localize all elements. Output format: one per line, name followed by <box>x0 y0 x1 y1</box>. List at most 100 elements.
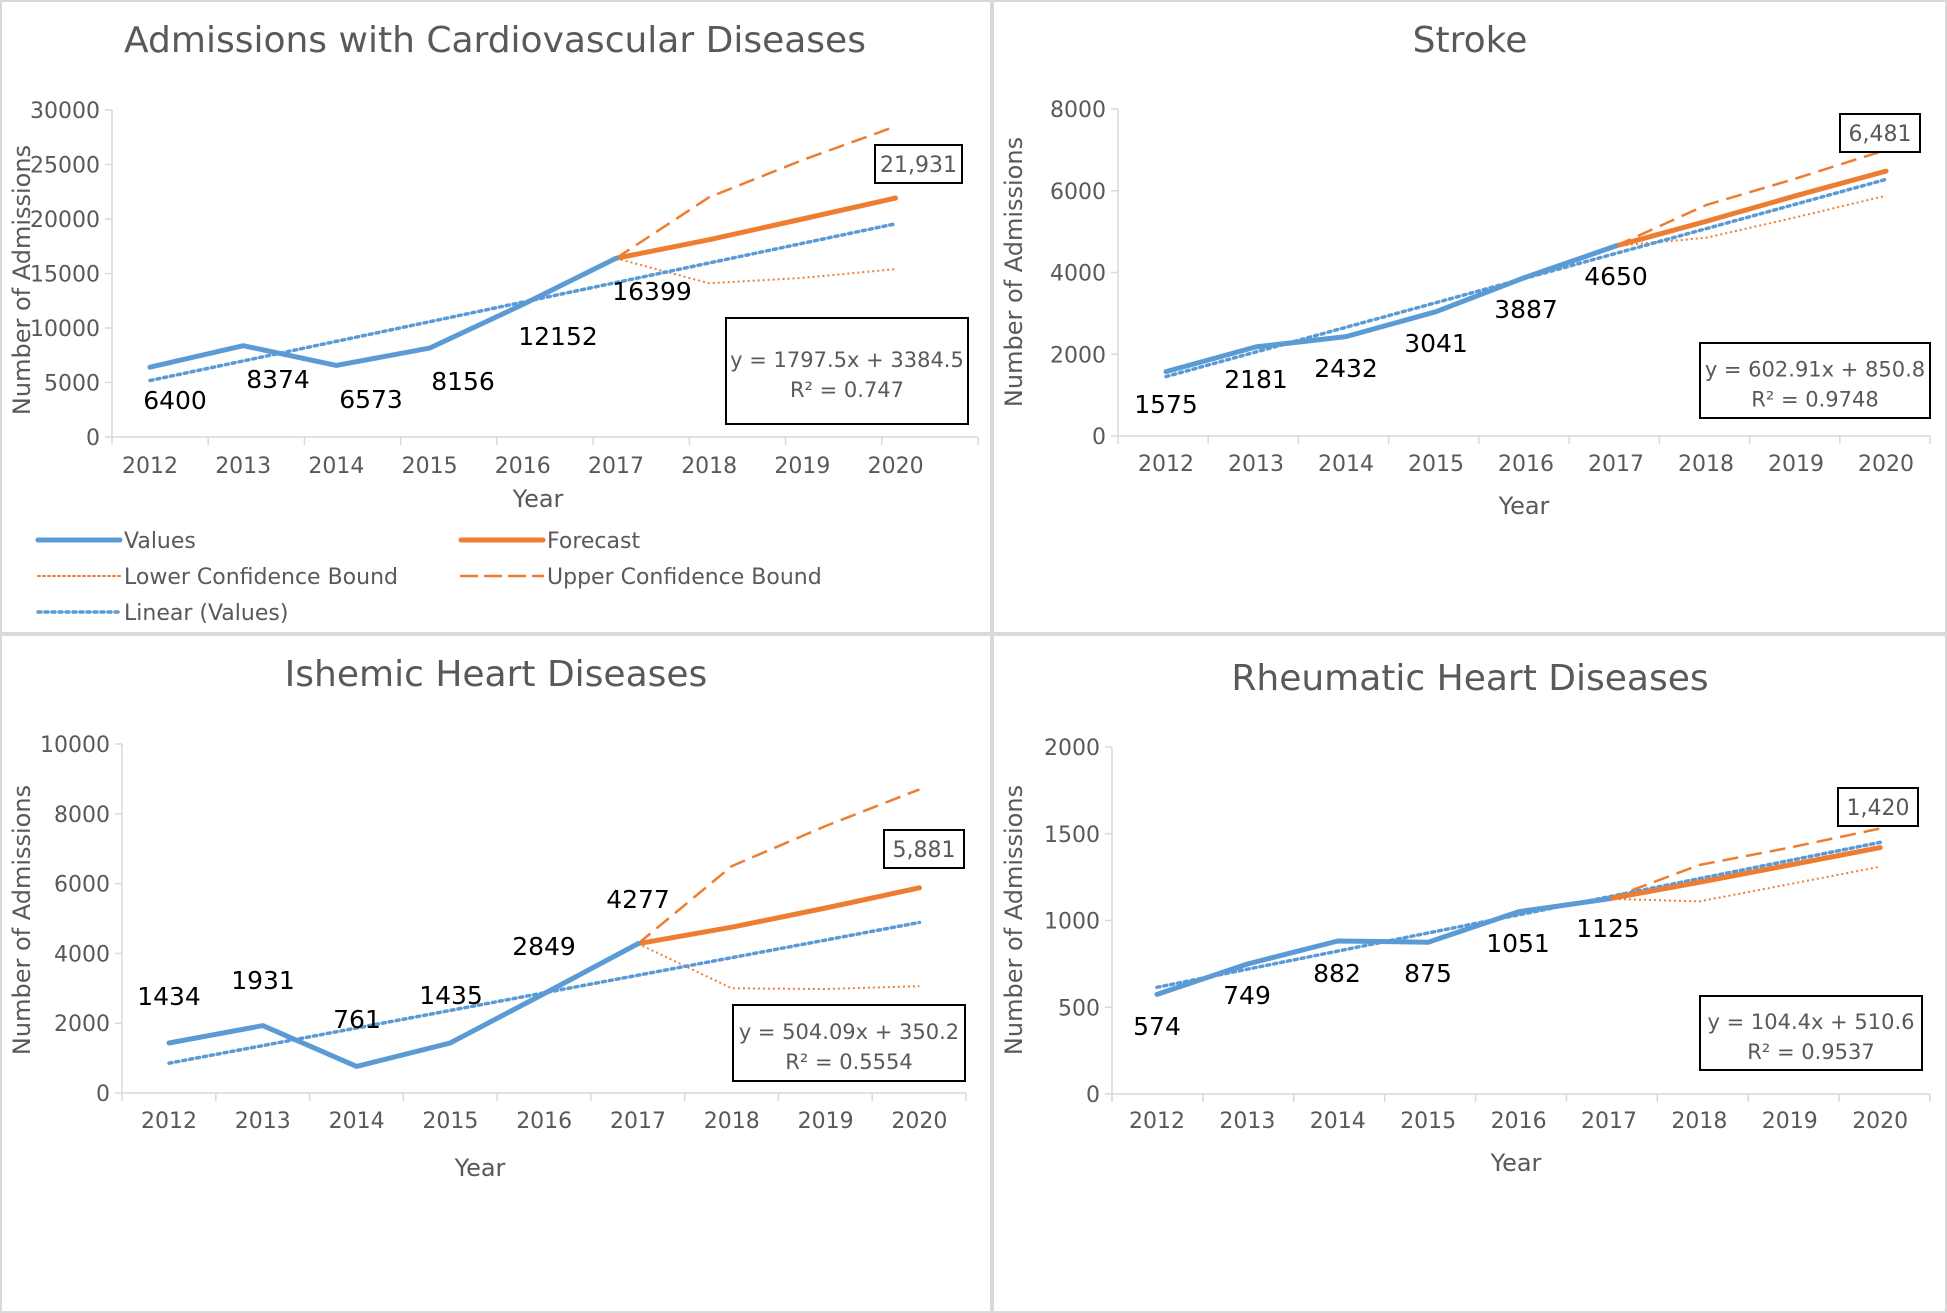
x-tick-label: 2017 <box>1588 452 1644 477</box>
data-label: 12152 <box>518 322 598 351</box>
x-tick-label: 2017 <box>588 454 644 479</box>
x-tick-label: 2017 <box>1581 1109 1637 1134</box>
data-label: 749 <box>1223 981 1271 1010</box>
data-label: 2432 <box>1314 354 1378 383</box>
y-axis-title: Number of Admissions <box>1000 785 1028 1055</box>
x-tick-label: 2020 <box>1852 1109 1908 1134</box>
x-tick-label: 2015 <box>1408 452 1464 477</box>
trendline-equation-box <box>1699 995 1923 1071</box>
data-label: 4650 <box>1584 262 1648 291</box>
y-tick-label: 0 <box>1092 425 1106 450</box>
y-tick-label: 1000 <box>1044 910 1100 935</box>
x-tick-label: 2012 <box>122 454 178 479</box>
y-tick-label: 15000 <box>30 263 100 288</box>
data-label: 1434 <box>137 982 201 1011</box>
x-axis-title: Year <box>454 1154 506 1182</box>
legend-label-values: Values <box>124 529 196 554</box>
x-tick-label: 2020 <box>891 1109 947 1134</box>
y-tick-label: 30000 <box>30 99 100 124</box>
forecast-value-box <box>1837 787 1919 827</box>
data-label: 1931 <box>231 966 295 995</box>
chart-title: Stroke <box>1413 20 1528 61</box>
forecast-line <box>1606 845 1883 902</box>
trendline-equation-box <box>732 1004 966 1082</box>
data-label: 761 <box>333 1005 381 1034</box>
x-tick-label: 2015 <box>1400 1109 1456 1134</box>
y-tick-label: 2000 <box>1050 343 1106 368</box>
values-line <box>166 941 641 1069</box>
x-tick-label: 2019 <box>1768 452 1824 477</box>
y-tick-label: 1500 <box>1044 823 1100 848</box>
data-label: 1051 <box>1486 929 1550 958</box>
x-tick-label: 2013 <box>1219 1109 1275 1134</box>
chart-4: Rheumatic Heart Diseases 0 500 1000 1500 2000… <box>1000 658 1931 1177</box>
forecast-value-box <box>874 144 963 184</box>
legend-label-lower: Lower Confidence Bound <box>124 565 398 590</box>
upper-confidence-line <box>1615 148 1887 248</box>
x-tick-label: 2015 <box>422 1109 478 1134</box>
data-label: 2181 <box>1224 365 1288 394</box>
data-label: 8156 <box>431 367 495 396</box>
trendline-equation-box <box>1699 342 1931 419</box>
y-tick-label: 5000 <box>44 372 100 397</box>
forecast-value-label: 5,881 <box>893 838 956 863</box>
trendline-r-squared: R² = 0.747 <box>790 378 904 402</box>
data-label: 4277 <box>606 885 670 914</box>
x-tick-label: 2018 <box>1678 452 1734 477</box>
chart-3: Ishemic Heart Diseases 0 2000 4000 6000 8000 1… <box>8 654 967 1182</box>
data-label: 6400 <box>143 386 207 415</box>
panel-frame-2 <box>992 0 1947 634</box>
y-tick-label: 10000 <box>40 733 110 758</box>
data-label: 6573 <box>339 385 403 414</box>
x-tick-label: 2014 <box>1310 1109 1366 1134</box>
x-tick-label: 2014 <box>308 454 364 479</box>
x-tick-label: 2019 <box>798 1109 854 1134</box>
x-tick-label: 2014 <box>1318 452 1374 477</box>
chart-title: Ishemic Heart Diseases <box>285 654 708 695</box>
panel-frame-3 <box>0 634 992 1313</box>
y-tick-label: 6000 <box>1050 180 1106 205</box>
legend: Values Forecast Lower Confidence Bound Uppe… <box>35 529 822 626</box>
data-label: 1125 <box>1576 914 1640 943</box>
chart-1: Admissions with Cardiovascular Diseases 0… <box>8 20 979 513</box>
trendline-equation: y = 104.4x + 510.6 <box>1708 1010 1915 1034</box>
upper-confidence-line <box>615 125 897 260</box>
data-label: 8374 <box>246 365 310 394</box>
x-tick-label: 2013 <box>215 454 271 479</box>
y-tick-label: 0 <box>96 1082 110 1107</box>
x-tick-label: 2018 <box>1671 1109 1727 1134</box>
trendline-equation-box <box>725 317 969 425</box>
y-axis-title: Number of Admissions <box>8 785 36 1055</box>
y-tick-label: 0 <box>1086 1083 1100 1108</box>
y-tick-label: 20000 <box>30 208 100 233</box>
forecast-value-box <box>1839 113 1921 153</box>
x-tick-label: 2018 <box>704 1109 760 1134</box>
forecast-value-label: 21,931 <box>880 153 957 178</box>
x-axis-title: Year <box>512 485 564 513</box>
x-tick-label: 2012 <box>141 1109 197 1134</box>
y-tick-label: 500 <box>1058 996 1100 1021</box>
legend-label-upper: Upper Confidence Bound <box>547 565 822 590</box>
data-label: 882 <box>1313 959 1361 988</box>
forecast-value-label: 1,420 <box>1847 796 1910 821</box>
trendline-r-squared: R² = 0.9748 <box>1751 388 1878 412</box>
y-tick-label: 2000 <box>1044 736 1100 761</box>
upper-confidence-line <box>1608 827 1881 900</box>
chart-2: Stroke 0 2000 4000 6000 8000 2012 2013 2014 2015 2… <box>1000 20 1931 520</box>
y-tick-label: 4000 <box>54 942 110 967</box>
x-tick-label: 2020 <box>868 454 924 479</box>
y-axis-title: Number of Admissions <box>8 145 36 415</box>
x-axis-title: Year <box>1490 1149 1542 1177</box>
x-tick-label: 2016 <box>1498 452 1554 477</box>
x-tick-label: 2013 <box>235 1109 291 1134</box>
data-label: 2849 <box>512 932 576 961</box>
data-label: 3887 <box>1494 295 1558 324</box>
x-tick-label: 2020 <box>1858 452 1914 477</box>
legend-label-forecast: Forecast <box>547 529 640 554</box>
trendline-equation: y = 504.09x + 350.2 <box>739 1020 959 1044</box>
x-tick-label: 2013 <box>1228 452 1284 477</box>
y-tick-label: 10000 <box>30 317 100 342</box>
x-tick-label: 2015 <box>402 454 458 479</box>
x-tick-label: 2017 <box>610 1109 666 1134</box>
